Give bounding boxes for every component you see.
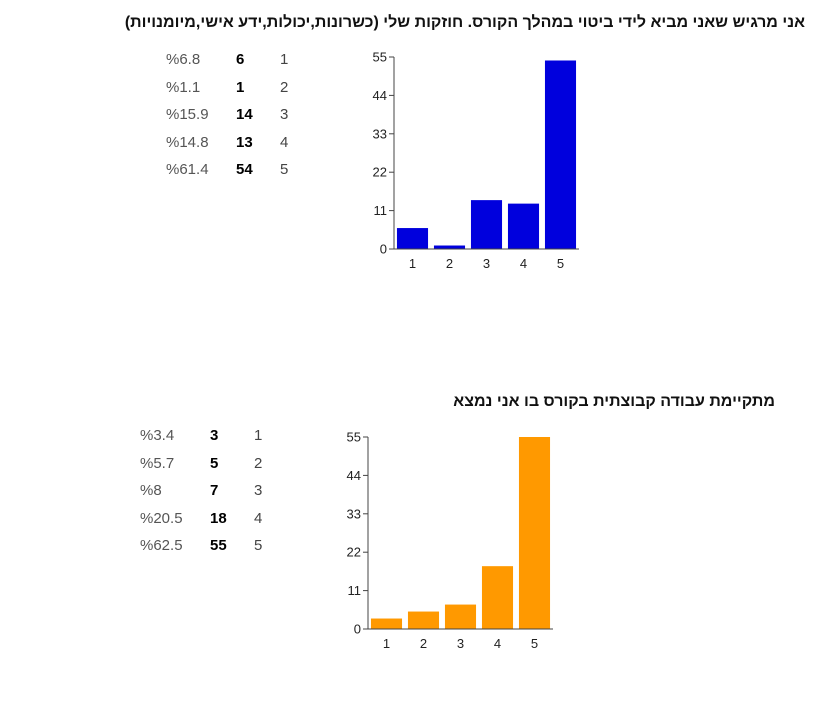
x-tick-label: 1 bbox=[409, 256, 416, 271]
question-1-title: אני מרגיש שאני מביא לידי ביטוי במהלך הקו… bbox=[124, 14, 805, 31]
y-tick-label: 0 bbox=[354, 622, 361, 637]
table-row: %3.4 3 1 bbox=[140, 422, 274, 450]
count-cell: 3 bbox=[210, 427, 219, 445]
option-cell: 1 bbox=[254, 427, 263, 445]
count-cell: 14 bbox=[236, 106, 253, 124]
bar-3 bbox=[444, 604, 477, 629]
table-row: %6.8 6 1 bbox=[166, 46, 300, 74]
count-cell: 55 bbox=[210, 537, 227, 555]
count-cell: 13 bbox=[236, 133, 253, 151]
question-2-stats-table: %3.4 3 1 %5.7 5 2 %8 7 3 %20.5 18 4 %62.… bbox=[140, 422, 274, 560]
bar-1 bbox=[370, 618, 403, 629]
percent-cell: %14.8 bbox=[166, 133, 209, 151]
y-tick-label: 0 bbox=[380, 242, 387, 257]
option-cell: 5 bbox=[254, 537, 263, 555]
table-row: %15.9 14 3 bbox=[166, 101, 300, 129]
y-tick-label: 22 bbox=[373, 165, 387, 180]
x-tick-label: 5 bbox=[531, 636, 538, 651]
percent-cell: %62.5 bbox=[140, 537, 183, 555]
table-row: %14.8 13 4 bbox=[166, 129, 300, 157]
percent-cell: %20.5 bbox=[140, 509, 183, 527]
bar-2 bbox=[433, 245, 466, 249]
x-tick-label: 2 bbox=[446, 256, 453, 271]
percent-cell: %3.4 bbox=[140, 427, 175, 445]
question-1-stats-table: %6.8 6 1 %1.1 1 2 %15.9 14 3 %14.8 13 4 … bbox=[166, 46, 300, 184]
count-cell: 1 bbox=[236, 78, 245, 96]
percent-cell: %5.7 bbox=[140, 454, 175, 472]
count-cell: 18 bbox=[210, 509, 227, 527]
table-row: %5.7 5 2 bbox=[140, 450, 274, 478]
percent-cell: %15.9 bbox=[166, 106, 209, 124]
table-row: %61.4 54 5 bbox=[166, 156, 300, 184]
count-cell: 6 bbox=[236, 51, 245, 69]
table-row: %62.5 55 5 bbox=[140, 532, 274, 560]
x-tick-label: 5 bbox=[557, 256, 564, 271]
bar-5 bbox=[518, 437, 551, 629]
percent-cell: %8 bbox=[140, 482, 162, 500]
count-cell: 54 bbox=[236, 161, 253, 179]
y-tick-label: 11 bbox=[348, 583, 362, 598]
option-cell: 2 bbox=[254, 454, 263, 472]
y-tick-label: 33 bbox=[347, 506, 361, 521]
option-cell: 4 bbox=[254, 509, 263, 527]
x-tick-label: 3 bbox=[483, 256, 490, 271]
option-cell: 4 bbox=[280, 133, 289, 151]
y-tick-label: 55 bbox=[347, 430, 361, 445]
option-cell: 3 bbox=[254, 482, 263, 500]
option-cell: 5 bbox=[280, 161, 289, 179]
count-cell: 5 bbox=[210, 454, 219, 472]
question-2-title: מתקיימת עבודה קבוצתית בקורס בו אני נמצא bbox=[453, 393, 775, 410]
bar-5 bbox=[544, 60, 577, 250]
percent-cell: %6.8 bbox=[166, 51, 201, 69]
y-tick-label: 44 bbox=[373, 88, 387, 103]
x-tick-label: 4 bbox=[520, 256, 527, 271]
table-row: %8 7 3 bbox=[140, 477, 274, 505]
x-tick-label: 3 bbox=[457, 636, 464, 651]
table-row: %1.1 1 2 bbox=[166, 74, 300, 102]
x-tick-label: 4 bbox=[494, 636, 501, 651]
bar-4 bbox=[507, 203, 540, 249]
table-row: %20.5 18 4 bbox=[140, 505, 274, 533]
option-cell: 1 bbox=[280, 51, 289, 69]
y-tick-label: 11 bbox=[374, 203, 388, 218]
percent-cell: %1.1 bbox=[166, 78, 201, 96]
x-tick-label: 2 bbox=[420, 636, 427, 651]
bar-4 bbox=[481, 566, 514, 629]
y-tick-label: 33 bbox=[373, 126, 387, 141]
x-tick-label: 1 bbox=[383, 636, 390, 651]
y-tick-label: 44 bbox=[347, 468, 361, 483]
bar-1 bbox=[396, 228, 429, 249]
question-1-bar-chart: 0 11 22 33 44 55 1 2 3 4 5 bbox=[373, 50, 579, 271]
option-cell: 3 bbox=[280, 106, 289, 124]
percent-cell: %61.4 bbox=[166, 161, 209, 179]
question-2-bar-chart: 0 11 22 33 44 55 1 2 3 4 5 bbox=[347, 430, 553, 651]
bar-3 bbox=[470, 200, 503, 249]
y-tick-label: 55 bbox=[373, 50, 387, 65]
option-cell: 2 bbox=[280, 78, 289, 96]
count-cell: 7 bbox=[210, 482, 219, 500]
y-tick-label: 22 bbox=[347, 545, 361, 560]
bar-2 bbox=[407, 611, 440, 629]
